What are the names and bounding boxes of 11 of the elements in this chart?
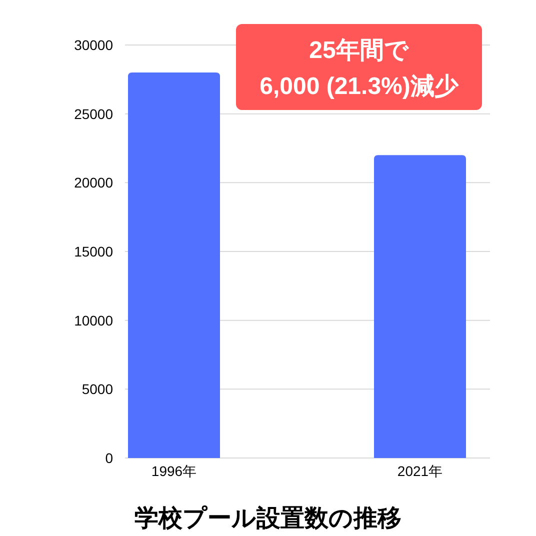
x-tick-label: 1996年 bbox=[151, 463, 197, 479]
y-tick-label: 5000 bbox=[82, 381, 114, 398]
annotation: 25年間で 6,000 (21.3%)減少 bbox=[260, 37, 460, 100]
y-tick-label: 30000 bbox=[74, 37, 114, 53]
y-tick-label: 20000 bbox=[74, 174, 114, 191]
y-tick-label: 25000 bbox=[74, 106, 114, 122]
y-tick-label: 0 bbox=[105, 450, 114, 466]
y-tick-label: 10000 bbox=[74, 312, 114, 328]
x-tick-label: 2021年 bbox=[397, 463, 443, 479]
text: 学校プール設置数の推移 bbox=[134, 505, 402, 532]
y-tick-label: 15000 bbox=[74, 244, 114, 260]
